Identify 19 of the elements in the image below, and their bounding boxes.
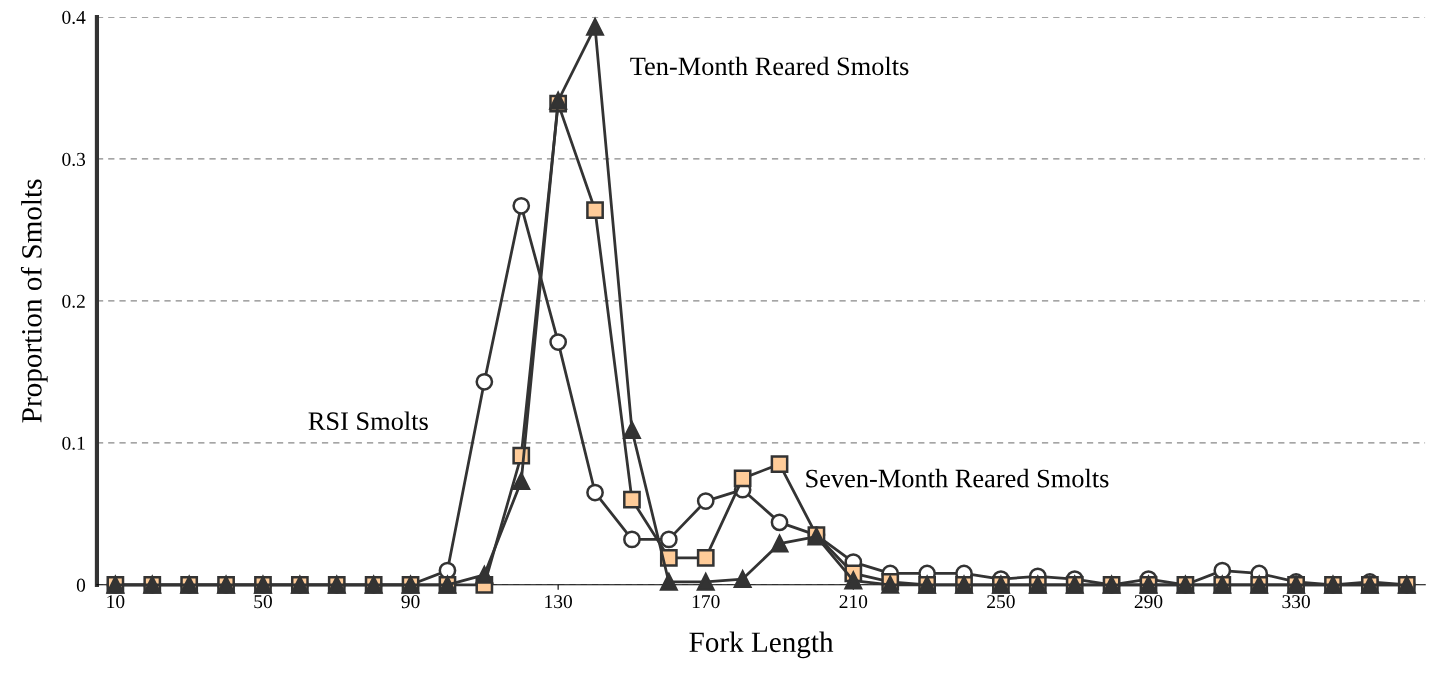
series-label: Seven-Month Reared Smolts xyxy=(806,468,1109,488)
y-tick-label: 0.4 xyxy=(62,10,86,25)
y-tick-label: 0.3 xyxy=(62,152,86,166)
x-axis-title: Fork Length xyxy=(689,631,834,659)
y-axis-title: Proportion of Smolts xyxy=(20,179,48,423)
series-label: Ten-Month Reared Smolts xyxy=(630,56,909,76)
x-tick-label: 210 xyxy=(839,595,868,609)
x-tick-label: 330 xyxy=(1282,595,1310,609)
x-tick-label: 290 xyxy=(1134,595,1163,609)
y-tick-label: 0.1 xyxy=(62,436,85,450)
x-tick-label: 170 xyxy=(692,595,720,609)
y-tick-label: 0 xyxy=(76,578,86,592)
x-tick-label: 130 xyxy=(545,595,572,609)
series-label: RSI Smolts xyxy=(308,411,428,431)
x-tick-label: 250 xyxy=(987,595,1015,609)
x-tick-label: 90 xyxy=(401,595,420,609)
x-tick-label: 10 xyxy=(107,595,125,609)
y-tick-label: 0.2 xyxy=(62,294,85,308)
x-tick-label: 50 xyxy=(254,595,272,609)
